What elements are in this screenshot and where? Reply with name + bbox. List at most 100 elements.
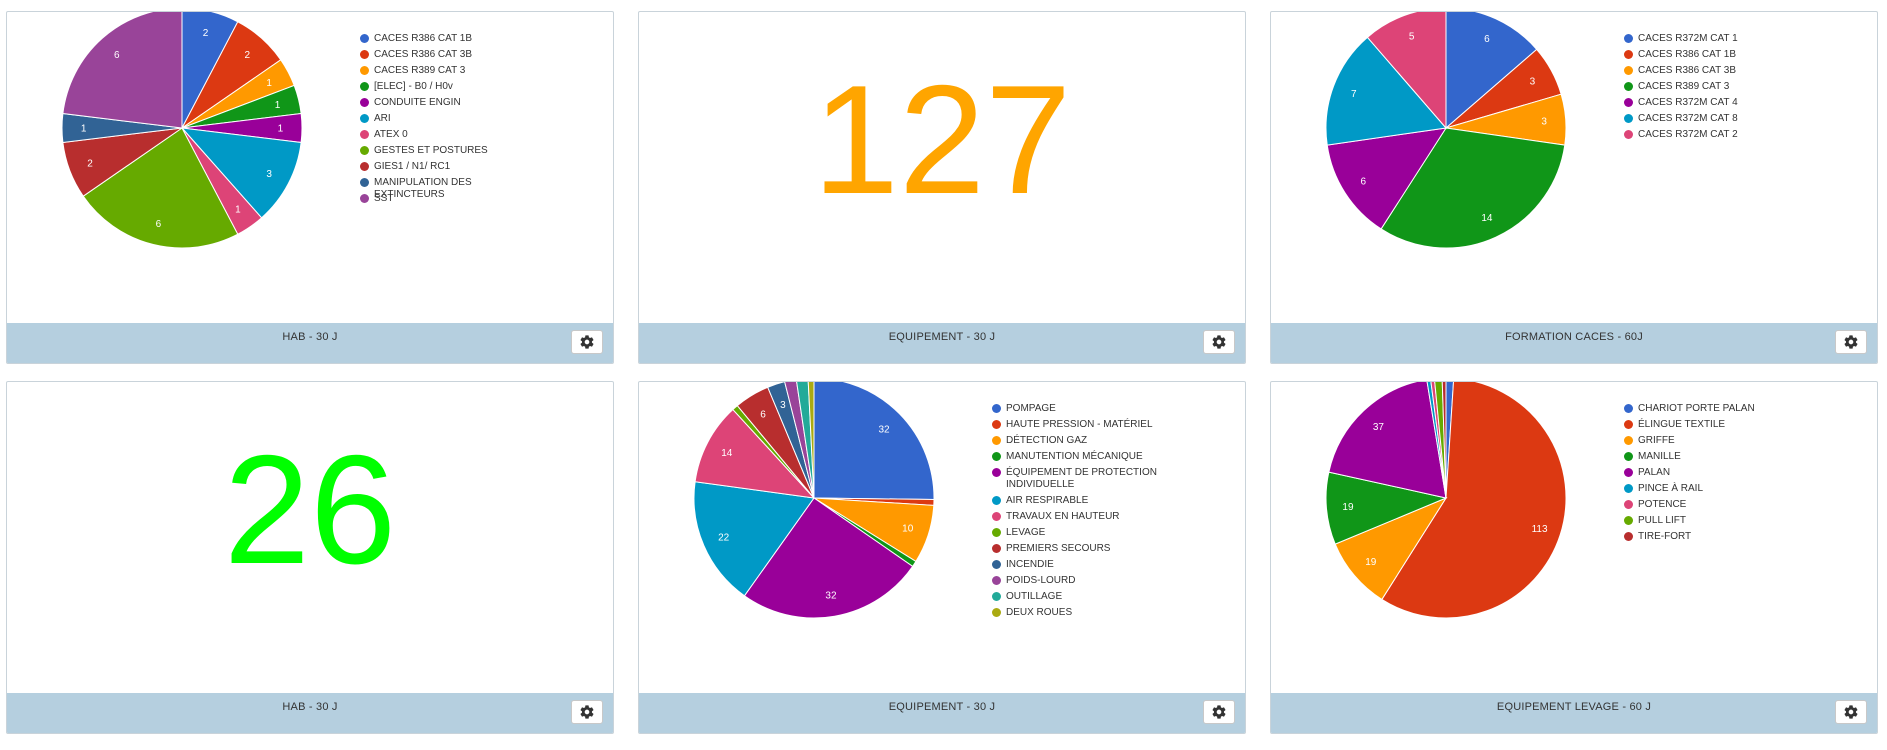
panel-formation-caces-pie: 6 3 3 14 6 7 5 CACES R372M CAT 1 CACES R386 CAT… <box>1270 11 1878 364</box>
legend-swatch <box>1624 484 1633 493</box>
slice-value-label: 3 <box>1541 116 1547 127</box>
slice-value-label: 37 <box>1373 422 1385 433</box>
panel-footer: EQUIPEMENT LEVAGE - 60 J <box>1271 693 1877 733</box>
panel-footer: FORMATION CACES - 60J <box>1271 323 1877 363</box>
legend-swatch <box>1624 50 1633 59</box>
slice-value-label: 6 <box>760 409 766 420</box>
slice-value-label: 2 <box>203 28 209 39</box>
slice-value-label: 1 <box>275 100 281 111</box>
pie-slice <box>1328 382 1447 499</box>
panel-body: 32 10 32 22 14 6 3 POMPAGE HAUTE PRESSION - MAT… <box>639 382 1245 694</box>
pie-slice <box>693 481 815 597</box>
slice-value-label: 6 <box>156 219 162 230</box>
legend-label: PALAN <box>1638 467 1671 478</box>
legend-swatch <box>1624 98 1633 107</box>
slice-value-label: 1 <box>81 124 87 135</box>
slice-value-label: 6 <box>114 50 120 61</box>
panel-footer: EQUIPEMENT - 30 J <box>639 693 1245 733</box>
pie-chart: 113 19 19 37 <box>1325 382 1567 619</box>
legend-swatch <box>1624 130 1633 139</box>
legend-swatch <box>1624 516 1633 525</box>
legend-swatch <box>1624 114 1633 123</box>
pie-slice <box>1445 382 1454 499</box>
legend-label: INCENDIE <box>1006 559 1054 570</box>
pie-slice <box>1334 496 1448 601</box>
legend-label: ATEX 0 <box>374 129 408 140</box>
panel-body: 127 <box>639 12 1245 324</box>
panel-title: EQUIPEMENT LEVAGE - 60 J <box>1496 701 1652 713</box>
legend-swatch <box>1624 436 1633 445</box>
gear-icon <box>580 335 594 349</box>
settings-button[interactable] <box>571 700 603 724</box>
legend-swatch <box>992 452 1001 461</box>
panel-title: FORMATION CACES - 60J <box>1505 331 1643 343</box>
legend-swatch <box>360 194 369 203</box>
pie-chart: 6 3 3 14 6 7 5 <box>1325 12 1567 249</box>
legend-swatch <box>360 98 369 107</box>
legend-swatch <box>992 560 1001 569</box>
legend-swatch <box>360 130 369 139</box>
settings-button[interactable] <box>571 330 603 354</box>
settings-button[interactable] <box>1203 700 1235 724</box>
slice-value-label: 6 <box>1484 34 1490 45</box>
legend-label: MANUTENTION MÉCANIQUE <box>1006 451 1143 462</box>
pie-slice <box>1325 471 1448 545</box>
legend-label: ÉLINGUE TEXTILE <box>1638 419 1726 430</box>
legend-swatch <box>992 496 1001 505</box>
legend-label: DEUX ROUES <box>1006 607 1073 618</box>
legend-swatch <box>360 66 369 75</box>
settings-button[interactable] <box>1835 700 1867 724</box>
settings-button[interactable] <box>1835 330 1867 354</box>
slice-value-label: 14 <box>721 448 733 459</box>
slice-value-label: 2 <box>244 50 250 61</box>
panel-title: HAB - 30 J <box>282 331 338 343</box>
legend-swatch <box>992 468 1001 477</box>
panel-title: HAB - 30 J <box>282 701 338 713</box>
big-number-value: 26 <box>223 423 397 596</box>
panel-title: EQUIPEMENT - 30 J <box>888 331 996 343</box>
pie-slice <box>1441 382 1447 499</box>
slice-value-label: 2 <box>87 158 93 169</box>
legend-swatch <box>992 404 1001 413</box>
gear-icon <box>1844 705 1858 719</box>
slice-value-label: 3 <box>780 400 786 411</box>
legend-swatch <box>992 576 1001 585</box>
legend-swatch <box>1624 66 1633 75</box>
legend-label: ARI <box>374 113 391 124</box>
legend-label: GIES1 / N1/ RC1 <box>374 161 451 172</box>
legend-swatch <box>992 436 1001 445</box>
legend-swatch <box>1624 468 1633 477</box>
panel-equipement-30j-pie: 32 10 32 22 14 6 3 POMPAGE HAUTE PRESSION - MAT… <box>638 381 1246 734</box>
slice-value-label: 14 <box>1481 213 1493 224</box>
slice-value-label: 1 <box>235 204 241 215</box>
legend-label: DÉTECTION GAZ <box>1006 435 1088 446</box>
legend-swatch <box>1624 532 1633 541</box>
pie-slice <box>82 127 239 249</box>
pie-chart: 32 10 32 22 14 6 3 <box>693 382 935 619</box>
pie-slice <box>743 497 914 619</box>
pie-slice <box>62 12 183 129</box>
legend-swatch <box>360 146 369 155</box>
legend-label: MANILLE <box>1638 451 1681 462</box>
legend-label: CACES R386 CAT 1B <box>1638 49 1737 60</box>
legend-label: CACES R386 CAT 1B <box>374 33 473 44</box>
legend-swatch <box>992 544 1001 553</box>
legend-label: CACES R372M CAT 1 <box>1638 33 1738 44</box>
legend-swatch <box>992 592 1001 601</box>
settings-button[interactable] <box>1203 330 1235 354</box>
pie-slice <box>1445 12 1538 130</box>
slice-value-label: 1 <box>266 78 272 89</box>
panel-title: EQUIPEMENT - 30 J <box>888 701 996 713</box>
legend-swatch <box>1624 452 1633 461</box>
gear-icon <box>1212 335 1226 349</box>
slice-value-label: 3 <box>266 169 272 180</box>
panel-body: 6 3 3 14 6 7 5 CACES R372M CAT 1 CACES R386 CAT… <box>1271 12 1877 324</box>
pie-slice <box>180 127 302 219</box>
legend-swatch <box>360 178 369 187</box>
slice-value-label: 6 <box>1360 177 1366 188</box>
legend-label: CACES R372M CAT 4 <box>1638 97 1738 108</box>
slice-value-label: 113 <box>1532 524 1548 535</box>
slice-value-label: 32 <box>878 424 890 435</box>
